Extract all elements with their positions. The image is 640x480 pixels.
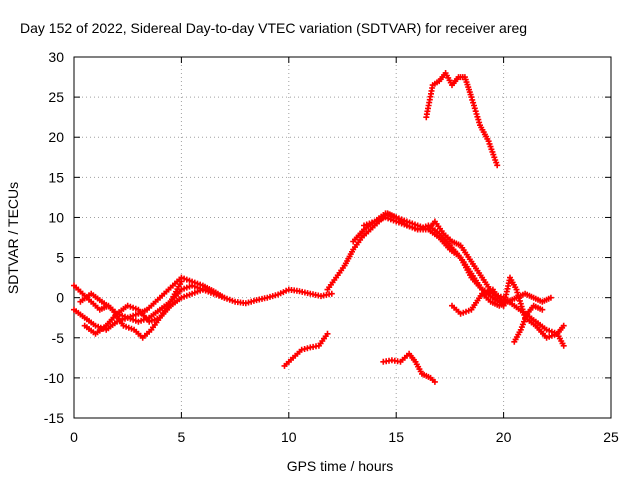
series-track-12 [380,350,438,385]
chart-title: Day 152 of 2022, Sidereal Day-to-day VTE… [20,20,527,36]
x-tick-label: 20 [496,429,512,445]
data-point [304,345,311,352]
y-tick-label: -15 [44,410,64,426]
y-tick-label: 15 [48,169,64,185]
data-point [221,294,228,301]
series-track-13 [423,70,501,169]
x-tick-label: 0 [70,429,78,445]
series-track-10 [479,290,554,309]
x-tick-label: 5 [178,429,186,445]
data-point [431,378,438,385]
data-point [328,290,335,297]
y-tick-label: 0 [56,290,64,306]
y-tick-label: 25 [48,89,64,105]
data-point [547,294,554,301]
data-point [516,297,523,304]
axis-ticks: 0 5 10 15 20 25 -15 -10 -5 0 5 10 15 20 25 30 [44,49,619,445]
series-track-5 [281,330,331,369]
data-point [539,306,546,313]
series-track-4 [81,278,185,337]
data-point [324,330,331,337]
plot-frame [73,56,612,419]
y-tick-label: 30 [48,49,64,65]
data-point [494,162,501,169]
series-layer [71,70,567,385]
y-tick-label: -5 [52,330,65,346]
y-tick-label: 10 [48,209,64,225]
y-tick-label: 20 [48,129,64,145]
x-tick-label: 10 [281,429,297,445]
x-tick-label: 25 [603,429,619,445]
data-point [178,278,185,285]
y-tick-label: -10 [44,370,64,386]
grid-lines [74,57,611,418]
data-point [199,286,206,293]
y-axis-label: SDTVAR / TECUs [5,182,21,294]
series-track-3 [77,286,206,341]
data-point [560,342,567,349]
x-axis-label: GPS time / hours [287,458,394,474]
y-tick-label: 5 [56,250,64,266]
data-point [471,105,478,112]
x-tick-label: 15 [388,429,404,445]
data-point [560,322,567,329]
series-track-11 [511,302,546,345]
series-line [425,72,499,167]
data-point [519,306,526,313]
